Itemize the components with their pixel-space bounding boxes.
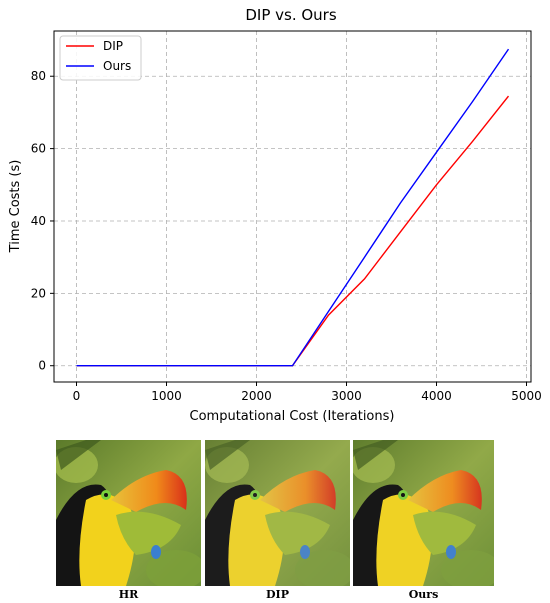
x-tick-label: 0 <box>73 389 81 403</box>
ticks-layer: 0 1000 2000 3000 4000 5000 0 20 40 60 80 <box>31 69 542 403</box>
x-tick-label: 3000 <box>331 389 362 403</box>
x-tick-label: 1000 <box>151 389 182 403</box>
y-tick-label: 20 <box>31 286 46 300</box>
chart-title: DIP vs. Ours <box>245 6 336 24</box>
legend-label-ours: Ours <box>103 59 131 73</box>
x-tick-label: 2000 <box>241 389 272 403</box>
series-layer <box>76 48 510 367</box>
y-tick-label: 80 <box>31 69 46 83</box>
grid <box>54 31 531 382</box>
legend-label-dip: DIP <box>103 39 123 53</box>
hr-label: HR <box>118 588 139 601</box>
legend: DIP Ours <box>59 35 142 81</box>
y-tick-label: 60 <box>31 142 46 156</box>
dip-image <box>205 440 350 586</box>
x-tick-label: 4000 <box>421 389 452 403</box>
line-chart: DIP vs. Ours 0 1000 2000 3000 4000 5000 0 20 40 6… <box>8 6 542 424</box>
ours-label: Ours <box>408 588 439 601</box>
dip-label: DIP <box>266 588 289 601</box>
x-tick-label: 5000 <box>511 389 542 403</box>
hr-image <box>56 440 201 586</box>
series-line-ours <box>76 48 510 367</box>
y-tick-label: 40 <box>31 214 46 228</box>
plot-frame <box>53 30 532 383</box>
x-axis-label: Computational Cost (Iterations) <box>190 409 395 424</box>
y-tick-label: 0 <box>38 359 46 373</box>
y-axis-label: Time Costs (s) <box>8 160 23 254</box>
series-line-dip <box>76 95 510 367</box>
ours-image <box>353 440 494 586</box>
legend-box <box>59 35 142 81</box>
